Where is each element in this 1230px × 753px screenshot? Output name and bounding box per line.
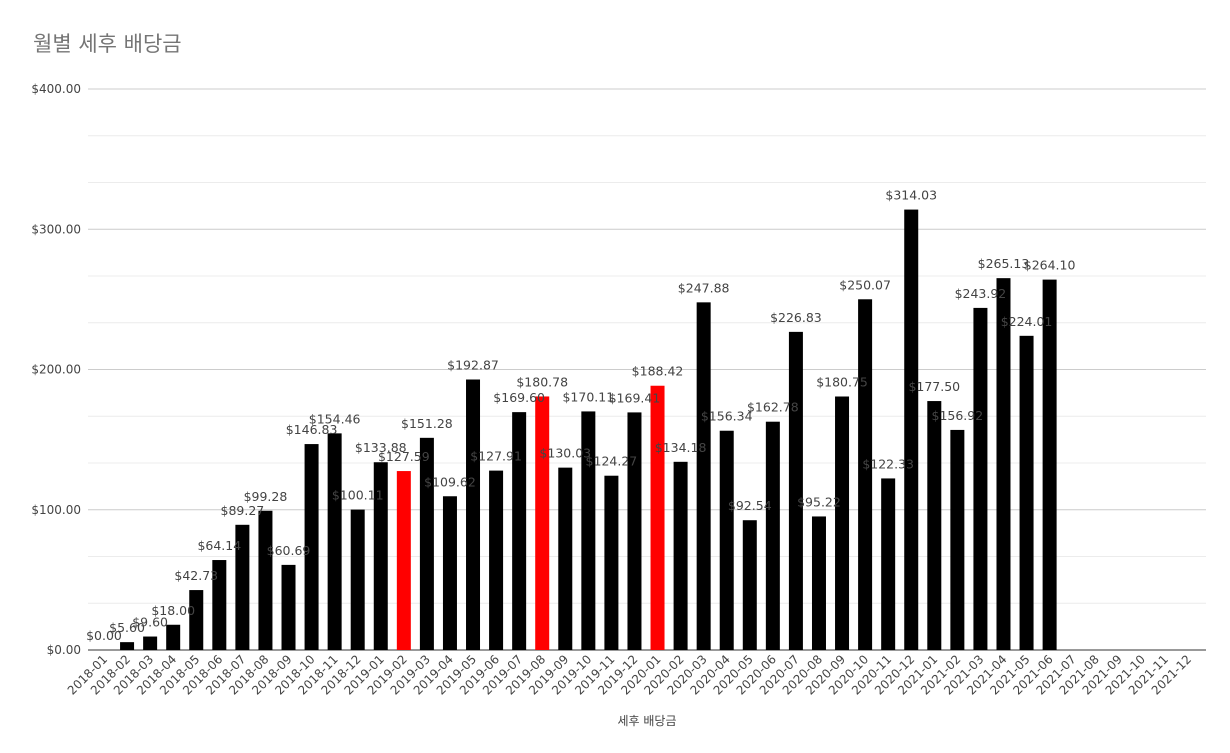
bar xyxy=(512,412,527,650)
data-label: $127.59 xyxy=(378,449,430,464)
bar xyxy=(742,520,757,650)
data-label: $264.10 xyxy=(1024,258,1076,273)
data-label: $124.27 xyxy=(586,454,638,469)
bar xyxy=(627,412,642,650)
chart-title: 월별 세후 배당금 xyxy=(33,32,182,56)
bar xyxy=(281,564,296,650)
bar xyxy=(212,560,227,650)
bar xyxy=(858,299,873,650)
data-label: $133.88 xyxy=(355,440,407,455)
bar xyxy=(489,470,504,650)
data-label: $134.18 xyxy=(655,440,707,455)
y-tick-label: $300.00 xyxy=(31,222,81,236)
bar xyxy=(535,396,550,650)
x-axis-tick-labels: 2018-012018-022018-032018-042018-052018-… xyxy=(65,652,1194,697)
bar xyxy=(650,385,665,650)
bar xyxy=(166,624,181,650)
bar xyxy=(1019,335,1034,650)
bar xyxy=(581,411,596,650)
y-tick-label: $400.00 xyxy=(31,82,81,96)
data-label: $243.92 xyxy=(955,286,1007,301)
data-label: $89.27 xyxy=(221,503,265,518)
bar xyxy=(327,433,342,650)
bar xyxy=(189,590,204,650)
y-tick-label: $200.00 xyxy=(31,363,81,377)
data-label: $180.78 xyxy=(516,374,568,389)
bars xyxy=(120,209,1057,650)
data-label: $0.00 xyxy=(86,628,122,643)
bar xyxy=(558,467,573,650)
data-label: $314.03 xyxy=(885,188,937,203)
bar xyxy=(442,496,457,650)
bar xyxy=(1042,279,1057,650)
bar xyxy=(373,462,388,650)
y-axis-tick-labels: $0.00 $100.00 $200.00 $300.00 $400.00 xyxy=(31,82,81,657)
bar xyxy=(811,516,826,650)
data-label: $60.69 xyxy=(267,543,311,558)
data-label: $169.41 xyxy=(609,390,661,405)
bar xyxy=(419,437,434,650)
bar xyxy=(396,471,411,650)
bar xyxy=(881,478,896,650)
data-label: $170.11 xyxy=(562,389,614,404)
data-label: $42.73 xyxy=(174,568,218,583)
y-tick-label: $100.00 xyxy=(31,503,81,517)
bar xyxy=(973,307,988,650)
x-axis-title: 세후 배당금 xyxy=(617,714,676,728)
data-labels: $0.00$5.60$9.60$18.00$42.73$64.14$89.27$… xyxy=(86,188,1075,643)
data-label: $18.00 xyxy=(151,603,195,618)
gridlines xyxy=(88,88,1206,651)
data-label: $154.46 xyxy=(309,411,361,426)
data-label: $146.83 xyxy=(286,422,338,437)
data-label: $156.34 xyxy=(701,409,753,424)
data-label: $188.42 xyxy=(632,364,684,379)
data-label: $64.14 xyxy=(197,538,241,553)
bar xyxy=(950,429,965,650)
data-label: $100.11 xyxy=(332,488,384,503)
bar xyxy=(719,430,734,650)
data-label: $226.83 xyxy=(770,310,822,325)
data-label: $180.75 xyxy=(816,374,868,389)
bar xyxy=(696,302,711,650)
data-label: $9.60 xyxy=(132,615,168,630)
data-label: $156.92 xyxy=(932,408,984,423)
bar xyxy=(350,509,365,650)
data-label: $151.28 xyxy=(401,416,453,431)
bar xyxy=(120,642,135,650)
data-label: $177.50 xyxy=(908,379,960,394)
y-tick-label: $0.00 xyxy=(47,643,81,657)
bar xyxy=(835,396,850,650)
bar xyxy=(904,209,919,650)
bar xyxy=(927,401,942,650)
data-label: $250.07 xyxy=(839,277,891,292)
data-label: $130.03 xyxy=(539,446,591,461)
data-label: $92.54 xyxy=(728,498,772,513)
data-label: $99.28 xyxy=(244,489,288,504)
data-label: $5.60 xyxy=(109,620,145,635)
bar xyxy=(604,475,619,650)
bar xyxy=(235,524,250,650)
bar xyxy=(143,636,158,650)
bar xyxy=(996,278,1011,650)
data-label: $127.91 xyxy=(470,449,522,464)
bar xyxy=(673,461,688,650)
data-label: $265.13 xyxy=(978,256,1030,271)
bar xyxy=(258,510,273,650)
data-label: $247.88 xyxy=(678,280,730,295)
data-label: $192.87 xyxy=(447,357,499,372)
data-label: $224.01 xyxy=(1001,314,1053,329)
bar xyxy=(788,331,803,650)
data-label: $122.33 xyxy=(862,456,914,471)
data-label: $95.22 xyxy=(797,494,841,509)
bar xyxy=(466,379,481,650)
bar xyxy=(304,444,319,650)
bar xyxy=(765,421,780,650)
data-label: $109.62 xyxy=(424,474,476,489)
data-label: $169.60 xyxy=(493,390,545,405)
data-label: $162.78 xyxy=(747,400,799,415)
